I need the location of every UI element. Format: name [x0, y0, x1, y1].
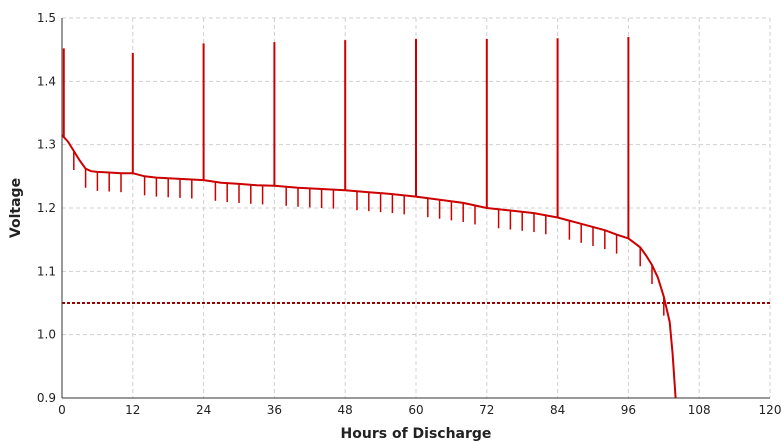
x-tick-label: 108 [688, 403, 711, 417]
x-axis-title: Hours of Discharge [341, 426, 492, 442]
series-group [61, 37, 677, 399]
y-axis-title: Voltage [8, 178, 24, 238]
y-tick-label: 1.0 [37, 328, 56, 342]
x-tick-labels: 0 12 24 36 48 60 72 84 96 108 120 [58, 403, 781, 417]
y-tick-label: 1.3 [37, 138, 56, 152]
x-tick-label: 36 [267, 403, 282, 417]
x-tick-label: 48 [338, 403, 353, 417]
x-tick-label: 72 [479, 403, 494, 417]
x-tick-label: 0 [58, 403, 66, 417]
y-tick-label: 1.5 [37, 11, 56, 25]
x-tick-label: 120 [759, 403, 782, 417]
y-tick-labels: 0.9 1.0 1.1 1.2 1.3 1.4 1.5 [37, 11, 56, 405]
y-tick-label: 1.2 [37, 201, 56, 215]
x-tick-label: 96 [621, 403, 636, 417]
y-tick-label: 1.1 [37, 264, 56, 278]
x-tick-label: 84 [550, 403, 565, 417]
axes [61, 18, 770, 399]
series-line [61, 134, 677, 399]
x-tick-label: 24 [196, 403, 211, 417]
x-tick-label: 12 [125, 403, 140, 417]
y-tick-label: 1.4 [37, 74, 56, 88]
x-tick-label: 60 [408, 403, 423, 417]
y-tick-label: 0.9 [37, 391, 56, 405]
